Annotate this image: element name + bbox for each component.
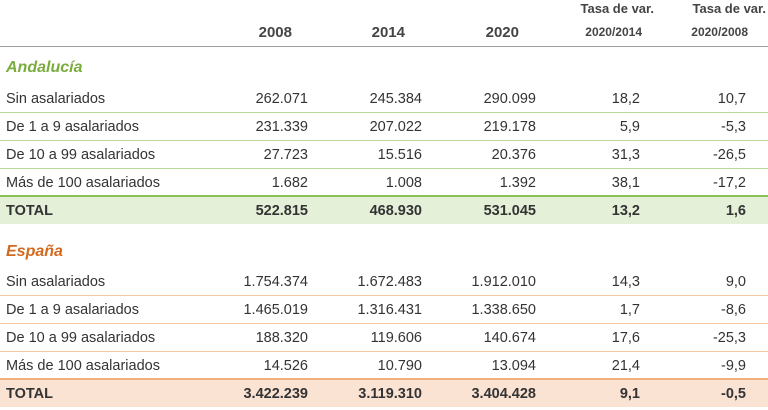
total-row-espana: TOTAL 3.422.239 3.119.310 3.404.428 9,1 … xyxy=(0,378,768,407)
table-row: Sin asalariados 1.754.374 1.672.483 1.91… xyxy=(0,268,768,296)
header-divider xyxy=(0,46,768,47)
header-var-label-b: Tasa de var. xyxy=(692,0,766,16)
cell-var-2020-2008: -9,9 xyxy=(721,357,746,374)
total-var-2020-2008: 1,6 xyxy=(725,202,746,219)
total-var-2020-2014: 13,2 xyxy=(611,202,640,219)
cell-var-2020-2008: -5,3 xyxy=(721,118,746,135)
table-row: Sin asalariados 262.071 245.384 290.099 … xyxy=(0,85,768,113)
cell-var-2020-2008: 9,0 xyxy=(725,273,746,290)
cell-var-2020-2014: 18,2 xyxy=(611,90,640,107)
cell-2014: 119.606 xyxy=(370,329,422,346)
cell-2014: 1.672.483 xyxy=(357,273,422,290)
table-row: De 10 a 99 asalariados 27.723 15.516 20.… xyxy=(0,141,768,169)
table-row: De 1 a 9 asalariados 1.465.019 1.316.431… xyxy=(0,296,768,324)
cell-2008: 1.754.374 xyxy=(243,273,308,290)
header-var-sub-b: 2020/2008 xyxy=(691,25,748,39)
cell-2008: 231.339 xyxy=(255,118,308,135)
row-label: Más de 100 asalariados xyxy=(6,357,160,374)
cell-var-2020-2014: 21,4 xyxy=(611,357,640,374)
total-2014: 468.930 xyxy=(369,202,422,219)
cell-2008: 262.071 xyxy=(255,90,308,107)
total-2014: 3.119.310 xyxy=(358,385,422,402)
cell-2008: 188.320 xyxy=(255,329,308,346)
cell-var-2020-2014: 5,9 xyxy=(619,118,640,135)
total-2020: 531.045 xyxy=(483,202,536,219)
cell-var-2020-2014: 31,3 xyxy=(611,146,640,163)
cell-2014: 1.316.431 xyxy=(357,301,422,318)
cell-var-2020-2008: -25,3 xyxy=(712,329,746,346)
cell-var-2020-2008: -26,5 xyxy=(712,146,746,163)
cell-var-2020-2014: 38,1 xyxy=(611,174,640,191)
section-title-espana: España xyxy=(0,240,768,264)
cell-2014: 10.790 xyxy=(377,357,422,374)
row-label: De 10 a 99 asalariados xyxy=(6,329,156,346)
total-var-2020-2008: -0,5 xyxy=(721,385,746,402)
cell-2008: 1.465.019 xyxy=(243,301,308,318)
cell-2014: 1.008 xyxy=(385,174,422,191)
cell-2014: 207.022 xyxy=(369,118,422,135)
table-row: Más de 100 asalariados 14.526 10.790 13.… xyxy=(0,352,768,379)
table-row: De 1 a 9 asalariados 231.339 207.022 219… xyxy=(0,113,768,141)
total-label: TOTAL xyxy=(6,202,53,219)
header-2008: 2008 xyxy=(258,23,292,41)
cell-2008: 1.682 xyxy=(271,174,308,191)
cell-2020: 13.094 xyxy=(491,357,536,374)
section-title-andalucia: Andalucía xyxy=(0,56,768,80)
cell-2008: 14.526 xyxy=(263,357,308,374)
cell-var-2020-2008: -8,6 xyxy=(721,301,746,318)
row-label: De 10 a 99 asalariados xyxy=(6,146,156,163)
total-label: TOTAL xyxy=(6,385,53,402)
total-var-2020-2014: 9,1 xyxy=(619,385,640,402)
row-label: De 1 a 9 asalariados xyxy=(6,301,139,318)
cell-var-2020-2014: 1,7 xyxy=(619,301,640,318)
cell-2014: 15.516 xyxy=(377,146,422,163)
row-label: Más de 100 asalariados xyxy=(6,174,160,191)
cell-2020: 140.674 xyxy=(483,329,536,346)
total-2008: 522.815 xyxy=(255,202,308,219)
cell-2020: 1.912.010 xyxy=(471,273,536,290)
total-row-andalucia: TOTAL 522.815 468.930 531.045 13,2 1,6 xyxy=(0,195,768,224)
row-label: Sin asalariados xyxy=(6,90,106,107)
total-2020: 3.404.428 xyxy=(471,385,536,402)
header-row-top: Tasa de var. Tasa de var. xyxy=(0,0,768,16)
cell-2020: 20.376 xyxy=(491,146,536,163)
section-title-text: Andalucía xyxy=(6,59,83,76)
total-2008: 3.422.239 xyxy=(243,385,308,402)
cell-var-2020-2008: 10,7 xyxy=(717,90,746,107)
header-2014: 2014 xyxy=(371,23,405,41)
row-label: Sin asalariados xyxy=(6,273,106,290)
table-row: De 10 a 99 asalariados 188.320 119.606 1… xyxy=(0,324,768,352)
header-row-bottom: 2008 2014 2020 2020/2014 2020/2008 xyxy=(0,20,768,44)
cell-2020: 219.178 xyxy=(483,118,536,135)
header-var-label-a: Tasa de var. xyxy=(580,0,654,16)
cell-2014: 245.384 xyxy=(369,90,422,107)
table-row: Más de 100 asalariados 1.682 1.008 1.392… xyxy=(0,169,768,196)
cell-var-2020-2014: 17,6 xyxy=(611,329,640,346)
cell-var-2020-2014: 14,3 xyxy=(611,273,640,290)
cell-var-2020-2008: -17,2 xyxy=(712,174,746,191)
section-title-text: España xyxy=(6,243,63,260)
cell-2020: 1.338.650 xyxy=(471,301,536,318)
cell-2020: 290.099 xyxy=(483,90,536,107)
cell-2020: 1.392 xyxy=(499,174,536,191)
row-label: De 1 a 9 asalariados xyxy=(6,118,139,135)
header-var-sub-a: 2020/2014 xyxy=(585,25,642,39)
header-2020: 2020 xyxy=(485,23,519,41)
cell-2008: 27.723 xyxy=(263,146,308,163)
